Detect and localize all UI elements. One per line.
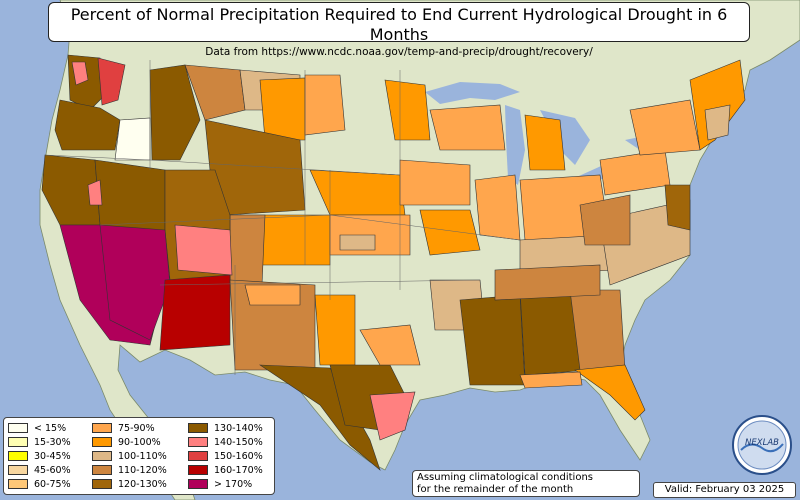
region-wa-coast [71, 61, 89, 86]
legend-item: 160-170% [188, 463, 272, 477]
drought-regions [41, 54, 746, 471]
region-fl-panhandle [519, 371, 583, 389]
legend-label: 15-30% [34, 436, 71, 448]
legend-swatch [92, 423, 112, 433]
map-title: Percent of Normal Precipitation Required… [70, 5, 728, 44]
legend-swatch [8, 451, 28, 461]
legend-item: 110-120% [92, 463, 188, 477]
legend-swatch [8, 423, 28, 433]
legend-label: 90-100% [118, 436, 161, 448]
legend-item: 130-140% [188, 421, 272, 435]
title-box: Percent of Normal Precipitation Required… [48, 2, 750, 58]
legend-swatch [8, 437, 28, 447]
region-ga [569, 289, 626, 371]
region-ks-tan [339, 234, 376, 251]
region-new-england [689, 59, 746, 151]
region-wi [429, 104, 506, 151]
region-dakotas [304, 74, 346, 136]
border-line [44, 154, 521, 286]
legend-item: 90-100% [92, 435, 188, 449]
legend-swatch [188, 465, 208, 475]
legend-label: 130-140% [214, 422, 263, 434]
lake-michigan [505, 105, 525, 185]
region-fl [574, 364, 646, 421]
lake-superior [425, 82, 520, 104]
region-md [664, 184, 691, 231]
legend-swatch [92, 465, 112, 475]
legend-swatch [188, 437, 208, 447]
legend-swatch [188, 479, 208, 489]
border-line [149, 60, 401, 375]
legend-swatch [188, 423, 208, 433]
valid-date: Valid: February 03 2025 [653, 482, 796, 498]
legend-label: 60-75% [34, 478, 71, 490]
legend-item: 140-150% [188, 435, 272, 449]
region-id [149, 64, 201, 161]
legend-item: 150-160% [188, 449, 272, 463]
legend-item: 30-45% [8, 449, 92, 463]
legend-label: 100-110% [118, 450, 167, 462]
legend-label: 45-60% [34, 464, 71, 476]
assumption-note: Assuming climatological conditions for t… [412, 470, 640, 497]
region-or [54, 99, 121, 151]
legend-label: 75-90% [118, 422, 155, 434]
region-nm-orange [244, 284, 301, 306]
nexlab-logo: NEXLAB [732, 415, 792, 475]
region-mi [524, 114, 566, 171]
region-wy [204, 119, 306, 216]
region-ut-pink [174, 224, 233, 276]
note-line-1: Assuming climatological conditions [417, 472, 593, 483]
legend-item: 100-110% [92, 449, 188, 463]
region-tx-west [258, 364, 381, 471]
region-mo [419, 209, 481, 256]
legend-item: 120-130% [92, 477, 188, 491]
region-la-ms [459, 294, 526, 386]
legend-label: 160-170% [214, 464, 263, 476]
legend-swatch [8, 479, 28, 489]
region-tx-coast [369, 391, 416, 441]
region-wa-cascades [97, 57, 126, 106]
legend-label: 30-45% [34, 450, 71, 462]
note-line-2: for the remainder of the month [417, 484, 574, 495]
legend-grid: < 15% 15-30% 30-45% 45-60% 60-75% 75-90% 90-10… [8, 421, 270, 491]
legend-item: 60-75% [8, 477, 92, 491]
region-az-south [159, 274, 231, 351]
legend-item: > 170% [188, 477, 272, 491]
legend-swatch [92, 437, 112, 447]
region-tx-east [359, 324, 421, 366]
legend-label: > 170% [214, 478, 253, 490]
region-nv-pink [87, 179, 103, 206]
region-tx-north [314, 294, 356, 366]
region-tn [494, 264, 601, 301]
legend-label: 140-150% [214, 436, 263, 448]
region-mn [384, 79, 431, 141]
map-subtitle: Data from https://www.ncdc.noaa.gov/temp… [205, 46, 593, 58]
legend-swatch [8, 465, 28, 475]
region-ne-tan [704, 104, 731, 141]
legend-label: 110-120% [118, 464, 167, 476]
legend-item: < 15% [8, 421, 92, 435]
legend-item: 45-60% [8, 463, 92, 477]
legend-item: 15-30% [8, 435, 92, 449]
region-az [99, 224, 171, 341]
region-wv [579, 194, 631, 246]
legend-label: 120-130% [118, 478, 167, 490]
state-borders [44, 60, 521, 375]
region-il [474, 174, 521, 241]
legend-item: 75-90% [92, 421, 188, 435]
region-mt-orange [259, 77, 306, 141]
region-ia [399, 159, 471, 206]
legend-swatch [92, 451, 112, 461]
logo-text: NEXLAB [745, 438, 779, 448]
legend-label: 150-160% [214, 450, 263, 462]
legend-swatch [92, 479, 112, 489]
region-or-east [114, 117, 151, 161]
legend: < 15% 15-30% 30-45% 45-60% 60-75% 75-90% 90-10… [3, 417, 275, 495]
legend-label: < 15% [34, 422, 67, 434]
legend-swatch [188, 451, 208, 461]
region-ny [629, 99, 701, 156]
